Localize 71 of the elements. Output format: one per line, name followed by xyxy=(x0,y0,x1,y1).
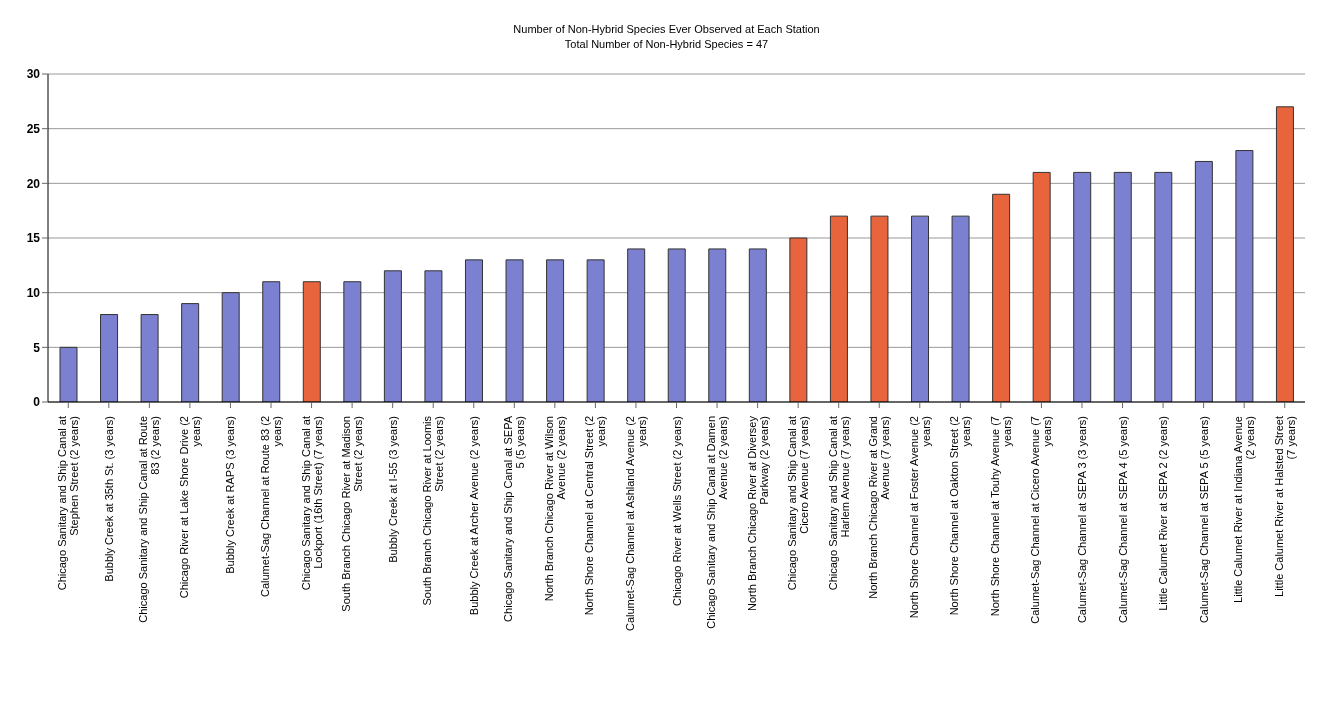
bar xyxy=(302,281,321,402)
bar xyxy=(829,215,848,402)
bar xyxy=(1275,106,1294,402)
x-tick-label: Chicago Sanitary and Ship Canal at Damen Avenue (2 years) xyxy=(705,416,730,629)
bar xyxy=(383,270,402,402)
bar xyxy=(262,281,281,402)
x-tick-label: South Branch Chicago River at Loomis Street (2 years) xyxy=(421,415,446,606)
x-tick-label: Bubbly Creek at I-55 (3 years) xyxy=(386,416,399,563)
x-tick-label: Calumet-Sag Channel at SEPA 5 (5 years) xyxy=(1197,416,1210,624)
bar xyxy=(424,270,443,402)
bar xyxy=(505,259,524,402)
bar xyxy=(59,346,78,402)
bar xyxy=(870,215,889,402)
bar xyxy=(1235,150,1254,402)
bar xyxy=(464,259,483,402)
bar xyxy=(951,215,970,402)
y-tick-label: 20 xyxy=(26,176,41,191)
y-tick-label: 0 xyxy=(33,395,41,410)
x-tick-label: North Branch Chicago River at Wilson Avenue (2 years) xyxy=(542,416,567,602)
x-tick-label: Chicago Sanitary and Ship Canal at Stephen Street (2 years) xyxy=(56,416,81,591)
x-tick-label: North Branch Chicago River at Grand Avenue (7 years) xyxy=(867,416,892,599)
y-tick-label: 30 xyxy=(26,67,41,82)
x-tick-label: North Shore Channel at Central Street (2 years) xyxy=(583,416,608,616)
bar xyxy=(1154,171,1173,402)
x-tick-label: Calumet-Sag Channel at Route 83 (2 years) xyxy=(259,416,284,597)
x-tick-label: Chicago Sanitary and Ship Canal at Cicero Avenue (7 years) xyxy=(786,416,811,591)
y-tick-label: 5 xyxy=(33,340,41,355)
x-tick-label: Bubbly Creek at Archer Avenue (2 years) xyxy=(467,416,480,616)
bar xyxy=(140,314,159,402)
x-tick-label: Chicago Sanitary and Ship Canal at Route 83 (2 years) xyxy=(137,416,162,623)
bar xyxy=(1113,171,1132,402)
x-tick-label: Chicago Sanitary and Ship Canal at SEPA 5 (5 years) xyxy=(502,415,527,622)
x-tick-label: Bubbly Creek at 35th St. (3 years) xyxy=(102,416,115,582)
x-tick-label: Little Calumet River at SEPA 2 (2 years) xyxy=(1157,416,1170,611)
y-tick-label: 25 xyxy=(26,121,41,136)
x-tick-label: North Shore Channel at Oakton Street (2 years) xyxy=(948,416,973,616)
x-tick-label: North Shore Channel at Foster Avenue (2 years) xyxy=(907,416,932,619)
y-tick-label: 10 xyxy=(26,285,41,300)
bar xyxy=(221,292,240,402)
bar xyxy=(992,193,1011,402)
y-tick-label: 15 xyxy=(26,231,41,246)
x-tick-label: Chicago Sanitary and Ship Canal at Harlem Avenue (7 years) xyxy=(826,416,851,591)
bar xyxy=(789,237,808,402)
x-tick-label: Calumet-Sag Channel at SEPA 4 (5 years) xyxy=(1116,416,1129,624)
x-tick-label: Little Calumet River at Halsted Street (7 years) xyxy=(1272,416,1297,597)
bar xyxy=(546,259,565,402)
bar xyxy=(708,248,727,402)
bar xyxy=(586,259,605,402)
x-tick-label: Calumet-Sag Channel at Cicero Avenue (7 years) xyxy=(1029,416,1054,624)
bar xyxy=(1032,171,1051,402)
x-tick-label: Chicago River at Lake Shore Drive (2 years) xyxy=(177,416,202,599)
x-tick-label: Calumet-Sag Channel at SEPA 3 (3 years) xyxy=(1075,416,1088,624)
chart-subtitle: Total Number of Non-Hybrid Species = 47 xyxy=(563,37,770,52)
x-tick-label: Chicago River at Wells Street (2 years) xyxy=(670,416,683,606)
bar xyxy=(627,248,646,402)
bar xyxy=(748,248,767,402)
bar xyxy=(343,281,362,402)
bar xyxy=(667,248,686,402)
x-tick-label: Chicago Sanitary and Ship Canal at Lockport (16th Street) (7 years) xyxy=(299,416,324,591)
x-tick-label: Bubbly Creek at RAPS (3 years) xyxy=(224,416,237,574)
x-tick-label: South Branch Chicago River at Madison Street (2 years) xyxy=(340,416,365,612)
bar xyxy=(1073,171,1092,402)
bar xyxy=(100,314,119,402)
x-tick-label: Little Calumet River at Indiana Avenue (2 years) xyxy=(1232,416,1257,603)
bar xyxy=(911,215,930,402)
x-tick-label: North Shore Channel at Touhy Avenue (7 years) xyxy=(988,416,1013,617)
x-tick-label: North Branch Chicago River at Diversey Parkway (2 years) xyxy=(745,415,770,612)
bar xyxy=(1194,160,1213,402)
chart-title: Number of Non-Hybrid Species Ever Observed at Each Station xyxy=(512,22,821,37)
x-tick-label: Calumet-Sag Channel at Ashland Avenue (2 years) xyxy=(623,416,648,632)
bar xyxy=(181,303,200,402)
